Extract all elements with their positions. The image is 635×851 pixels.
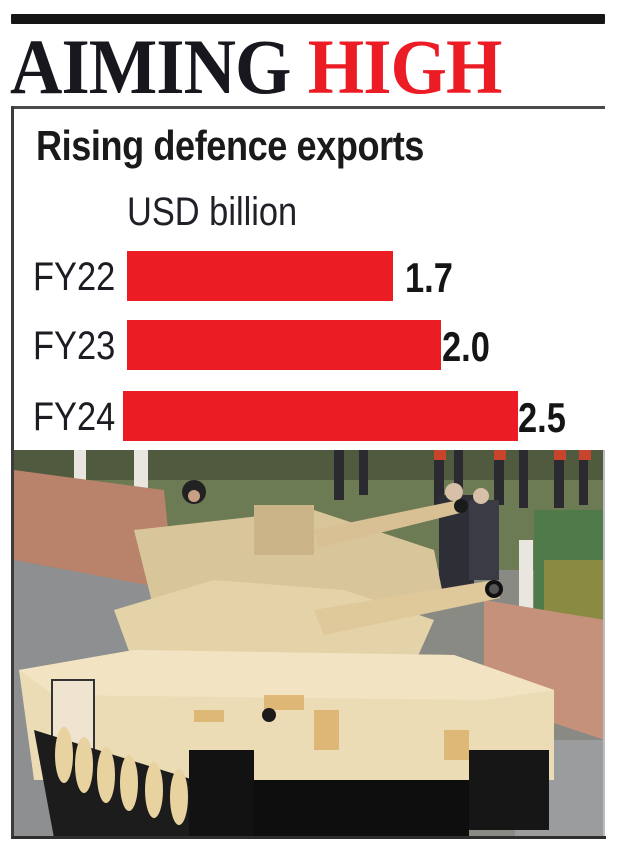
- box-left-border: [11, 106, 14, 839]
- photo-bottom-border: [12, 836, 606, 839]
- bar-label: FY24: [33, 395, 116, 439]
- top-rule: [11, 14, 605, 24]
- box-top-border: [12, 106, 605, 109]
- headline-black: AIMING: [10, 23, 308, 110]
- headline: AIMING HIGH: [10, 28, 502, 106]
- bar-value: 2.5: [518, 394, 566, 441]
- bar-value: 1.7: [405, 254, 453, 301]
- bar-value: 2.0: [442, 323, 490, 370]
- tank-image: [14, 450, 605, 838]
- chart-unit-label: USD billion: [127, 190, 298, 234]
- bar-fy23: [127, 320, 441, 370]
- bar-fy24: [123, 391, 518, 441]
- tank-parade-photo: [14, 450, 605, 838]
- bar-fy22: [127, 251, 393, 301]
- headline-accent: HIGH: [307, 23, 503, 110]
- chart-subtitle: Rising defence exports: [36, 122, 424, 169]
- bar-label: FY23: [33, 324, 116, 368]
- photo-right-edge: [603, 450, 605, 839]
- bar-label: FY22: [33, 255, 116, 299]
